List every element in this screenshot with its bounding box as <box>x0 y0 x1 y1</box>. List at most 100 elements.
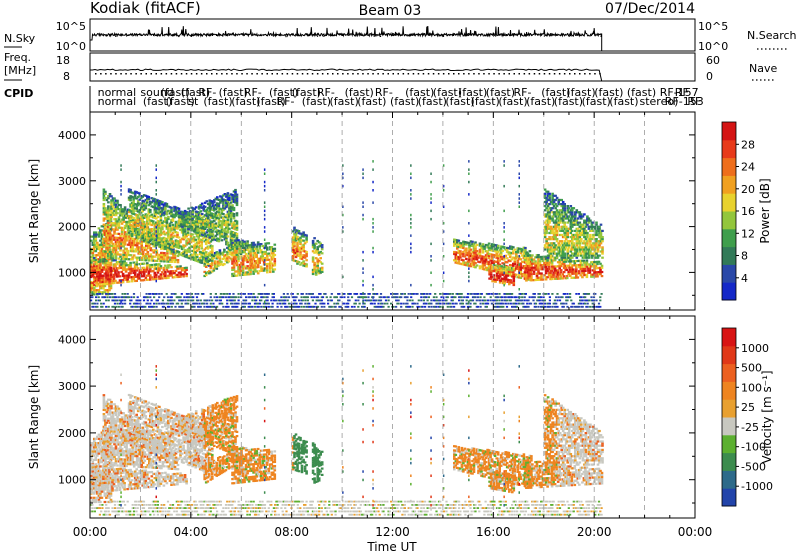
echo-cell <box>210 233 213 236</box>
echo-cell <box>226 194 230 197</box>
echo-cell <box>549 259 552 262</box>
echo-cell <box>197 235 200 238</box>
echo-cell <box>188 226 191 229</box>
echo-cell <box>226 241 230 244</box>
echo-cell <box>481 267 485 271</box>
echo-cell <box>133 271 137 274</box>
echo-cell <box>587 246 591 249</box>
echo-cell <box>167 270 170 273</box>
echo-cell <box>113 246 116 250</box>
nave-point <box>483 73 485 75</box>
echo-cell <box>149 255 153 258</box>
echo-cell <box>174 245 178 248</box>
echo-cell <box>579 263 583 267</box>
echo-cell <box>222 223 225 226</box>
echo-cell <box>129 205 132 208</box>
echo-cell <box>220 220 224 223</box>
echo-cell <box>492 274 496 277</box>
echo-cell <box>569 254 573 257</box>
echo-cell <box>535 268 539 271</box>
echo-cell <box>170 229 173 232</box>
echo-cell <box>581 246 585 249</box>
echo-cell <box>472 261 476 264</box>
echo-cell <box>117 226 121 229</box>
echo-cell <box>253 253 257 257</box>
echo-cell <box>474 251 477 254</box>
echo-cell <box>237 266 240 269</box>
echo-cell <box>555 233 559 237</box>
echo-cell <box>481 265 485 269</box>
echo-cell <box>108 244 112 247</box>
echo-cell <box>583 229 586 232</box>
echo-cell <box>168 243 172 246</box>
echo-cell <box>592 233 595 237</box>
echo-cell <box>146 242 150 245</box>
echo-cell <box>546 259 549 262</box>
echo-cell <box>590 254 594 257</box>
echo-cell <box>229 209 233 212</box>
echo-cell <box>188 246 191 249</box>
echo-cell <box>219 224 222 227</box>
ground-scatter-cell <box>91 293 94 295</box>
echo-cell <box>129 243 133 246</box>
echo-cell <box>535 264 539 267</box>
echo-cell <box>114 240 118 243</box>
echo-cell <box>202 230 205 233</box>
echo-cell <box>93 260 96 263</box>
echo-cell <box>164 270 167 273</box>
echo-cell <box>164 264 167 267</box>
echo-cell <box>213 236 216 239</box>
echo-cell <box>133 273 137 276</box>
echo-cell <box>153 214 157 217</box>
cpid-entry: (fast) <box>302 95 331 108</box>
echo-cell <box>108 250 112 253</box>
echo-cell <box>153 198 157 201</box>
echo-cell <box>225 230 228 233</box>
echo-cell <box>147 270 151 273</box>
echo-cell <box>146 268 149 271</box>
echo-cell <box>136 231 140 234</box>
echo-cell <box>483 245 486 248</box>
echo-cell <box>253 270 257 273</box>
nave-point <box>115 73 117 75</box>
echo-cell <box>543 231 547 235</box>
echo-cell <box>217 264 220 267</box>
echo-cell <box>571 238 574 241</box>
echo-cell <box>187 211 190 214</box>
echo-cell <box>311 250 315 253</box>
echo-cell <box>529 264 533 267</box>
echo-cell <box>120 239 124 242</box>
echo-cell <box>135 207 138 210</box>
echo-cell <box>102 238 106 241</box>
echo-cell <box>123 266 126 269</box>
echo-cell <box>135 216 138 219</box>
echo-cell <box>176 265 179 268</box>
echo-cell <box>155 213 158 216</box>
echo-cell <box>316 250 319 253</box>
echo-cell <box>132 254 136 257</box>
echo-cell <box>152 199 155 202</box>
echo-cell <box>149 239 152 242</box>
echo-cell <box>132 198 135 201</box>
echo-cell <box>522 250 526 253</box>
echo-cell <box>569 211 573 214</box>
echo-cell <box>111 280 114 283</box>
echo-cell <box>185 272 188 276</box>
echo-cell <box>126 229 130 232</box>
echo-cell <box>188 257 191 260</box>
echo-cell <box>558 244 562 247</box>
echo-cell <box>561 207 565 210</box>
echo-cell <box>546 211 550 214</box>
echo-cell <box>249 264 252 267</box>
echo-cell <box>563 240 566 243</box>
nave-point <box>458 73 460 75</box>
echo-cell <box>171 215 175 218</box>
echo-cell <box>137 242 140 245</box>
echo-cell <box>205 210 209 213</box>
echo-cell <box>240 261 243 264</box>
echo-cell <box>598 244 601 247</box>
echo-cell <box>179 265 182 268</box>
echo-cell <box>252 247 255 251</box>
echo-cell <box>256 259 260 262</box>
echo-cell <box>192 236 196 239</box>
